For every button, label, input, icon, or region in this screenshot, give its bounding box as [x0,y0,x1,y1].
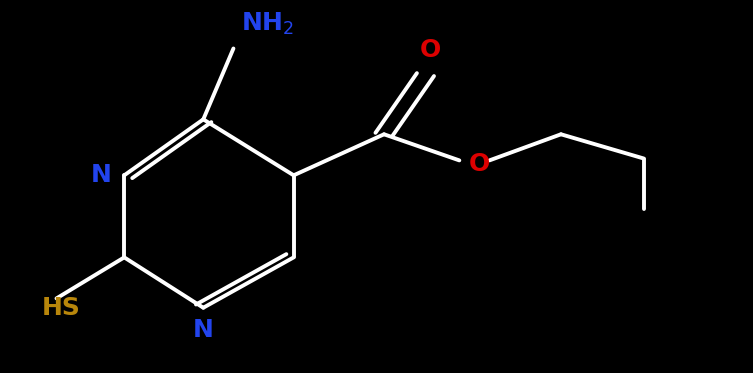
Text: O: O [468,152,489,176]
Text: N: N [90,163,111,187]
Text: O: O [420,38,441,62]
Text: NH$_2$: NH$_2$ [241,11,294,37]
Text: N: N [193,318,214,342]
Text: HS: HS [41,296,81,320]
